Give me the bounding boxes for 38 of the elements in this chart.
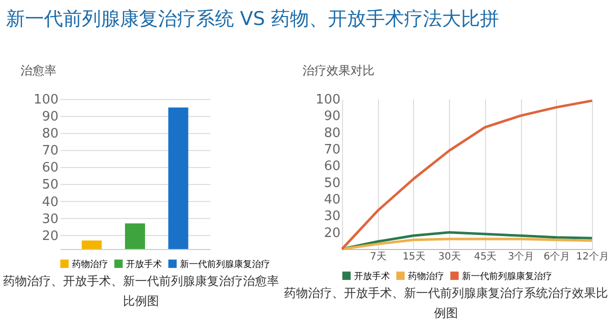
y-tick-label: 30	[324, 209, 340, 224]
x-tick-label: 30天	[438, 252, 462, 262]
x-tick-label: 45天	[474, 252, 497, 262]
y-axis-title: 治疗效果对比	[302, 64, 374, 78]
line-series	[340, 99, 594, 250]
y-tick-label: 20	[42, 228, 58, 244]
x-tick-label: 7天	[370, 252, 386, 262]
y-tick-label: 60	[324, 159, 340, 174]
y-tick-label: 60	[42, 160, 58, 176]
y-tick-label: 30	[42, 212, 58, 227]
y-tick-label: 40	[324, 192, 340, 208]
y-tick-label: 80	[324, 126, 340, 141]
line-series	[340, 238, 594, 250]
y-tick-label: 20	[324, 226, 340, 241]
x-tick-label: 3个月	[508, 250, 534, 262]
y-tick-label: 100	[316, 92, 340, 108]
y-tick-label: 100	[34, 92, 58, 108]
legend-label: 新一代前列腺康复治疗	[180, 258, 270, 270]
legend-label: 开放手术	[126, 258, 162, 270]
x-tick-label: 15天	[402, 252, 426, 262]
y-tick-label: 90	[42, 110, 58, 125]
legend-label: 新一代前列腺康复治疗	[462, 270, 552, 282]
y-tick-label: 40	[42, 194, 58, 210]
y-tick-label: 50	[42, 178, 58, 193]
y-axis-title: 治愈率	[20, 64, 56, 78]
text: 药物治疗、开放手术、新一代前列腺康复治疗治愈率比例图	[2, 273, 280, 310]
y-tick-label: 70	[324, 142, 340, 158]
x-tick-label: 12个月	[576, 250, 609, 262]
legend-label: 开放手术	[354, 270, 390, 282]
legend-label: 药物治疗	[72, 258, 108, 270]
y-tick-label: 70	[42, 144, 58, 159]
legend-label: 药物治疗	[408, 270, 444, 282]
text: 药物治疗、开放手术、新一代前列腺康复治疗系统治疗效果比例图	[283, 285, 609, 322]
text: 新一代前列腺康复治疗系统 VS 药物、开放手术疗法大比拼	[5, 7, 500, 32]
y-tick-label: 80	[42, 126, 58, 142]
x-tick-label: 6个月	[544, 250, 570, 262]
y-tick-label: 90	[324, 109, 340, 124]
y-tick-label: 50	[324, 176, 340, 191]
